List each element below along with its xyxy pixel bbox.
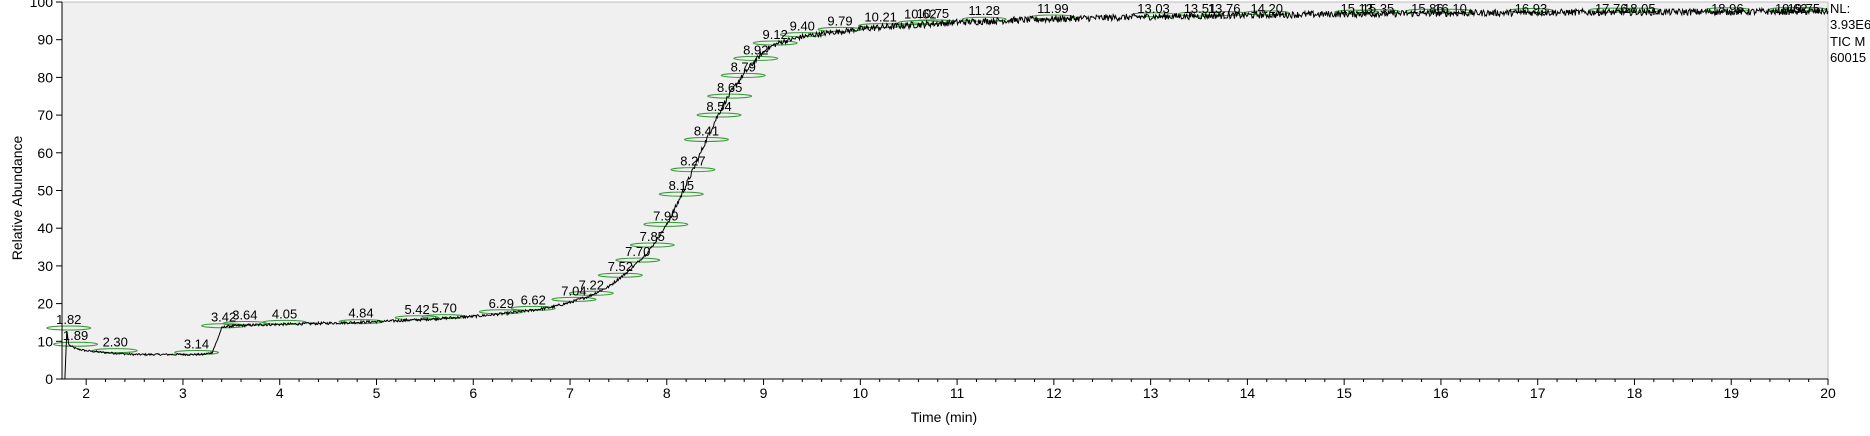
info-line-3: TIC M [1830, 34, 1865, 49]
y-tick-label: 60 [37, 145, 53, 161]
peak-label: 3.64 [232, 307, 257, 322]
peak-label: 7.04 [561, 283, 586, 298]
x-axis-title: Time (min) [911, 409, 977, 425]
peak-marker [670, 167, 716, 173]
peak-label: 11.28 [968, 3, 1000, 18]
peak-label: 13.03 [1137, 1, 1170, 16]
peak-marker [720, 72, 766, 78]
peak-label: 8.92 [743, 42, 768, 57]
x-tick-label: 4 [276, 385, 284, 401]
peak-label: 10.62 [904, 7, 937, 22]
x-tick-label: 17 [1530, 385, 1546, 401]
peak-label: 10.21 [864, 10, 897, 25]
peak-marker [53, 341, 99, 347]
y-axis-title: Relative Abundance [9, 136, 25, 261]
info-line-4: 60015 [1830, 50, 1866, 65]
x-tick-label: 2 [82, 385, 90, 401]
y-tick-label: 90 [37, 32, 53, 48]
peak-label: 19.75 [1788, 1, 1821, 16]
x-tick-label: 20 [1820, 385, 1836, 401]
x-axis-ticks: 2 3 4 5 6 7 8 9 10 11 12 13 14 15 16 17 18 19 20 [82, 379, 1836, 401]
peak-marker [629, 242, 675, 248]
peak-label: 18.05 [1623, 1, 1656, 16]
peak-label: 7.99 [653, 208, 678, 223]
y-tick-label: 10 [37, 333, 53, 349]
peak-label: 10.75 [917, 6, 950, 21]
x-tick-label: 10 [853, 385, 869, 401]
peak-label: 17.76 [1595, 1, 1628, 16]
y-axis-ticks: 0 10 20 30 40 50 60 70 80 90 100 [30, 0, 62, 387]
peak-label: 13.51 [1184, 1, 1217, 16]
tic-trace [64, 6, 1829, 380]
peak-label: 4.84 [348, 306, 373, 321]
x-tick-label: 11 [950, 385, 965, 401]
peak-label: 18.96 [1711, 1, 1744, 16]
y-tick-label: 50 [37, 183, 53, 199]
peak-label: 5.70 [432, 301, 457, 316]
peak-label: 8.54 [706, 99, 731, 114]
info-line-1: NL: [1830, 1, 1850, 16]
y-tick-label: 70 [37, 107, 53, 123]
peak-marker [46, 325, 92, 331]
peak-marker [696, 112, 742, 118]
x-tick-label: 8 [663, 385, 671, 401]
peak-label: 1.82 [56, 312, 81, 327]
peak-label: 8.15 [669, 178, 694, 193]
peak-label: 9.40 [790, 19, 815, 34]
peak-label: 15.86 [1411, 1, 1444, 16]
x-tick-label: 19 [1723, 385, 1739, 401]
y-tick-label: 30 [37, 258, 53, 274]
peak-label: 15.13 [1340, 1, 1373, 16]
peak-label: 14.20 [1250, 1, 1283, 16]
x-tick-label: 13 [1143, 385, 1159, 401]
peak-label: 1.89 [63, 328, 88, 343]
y-tick-label: 40 [37, 220, 53, 236]
peak-label: 2.30 [103, 335, 128, 350]
plot-area [61, 1, 1829, 380]
peak-label: 8.79 [731, 59, 756, 74]
peak-label: 7.85 [640, 229, 665, 244]
y-tick-label: 20 [37, 296, 53, 312]
peak-label: 9.12 [763, 27, 788, 42]
y-tick-label: 80 [37, 69, 53, 85]
peak-label: 6.62 [521, 292, 546, 307]
x-tick-label: 5 [373, 385, 381, 401]
x-tick-label: 6 [469, 385, 477, 401]
x-tick-label: 15 [1336, 385, 1352, 401]
x-tick-label: 3 [179, 385, 187, 401]
peak-label: 9.79 [827, 13, 852, 28]
y-tick-label: 100 [30, 0, 54, 10]
peak-label: 5.42 [404, 302, 429, 317]
y-tick-label: 0 [45, 371, 53, 387]
peak-label: 7.52 [608, 259, 633, 274]
peak-label: 3.42 [211, 310, 236, 325]
peak-label: 6.29 [489, 296, 514, 311]
x-tick-label: 14 [1240, 385, 1256, 401]
peak-label: 7.70 [625, 244, 650, 259]
peak-label: 11.99 [1037, 1, 1069, 16]
peak-labels: 1.821.89 2.30 3.143.423.64 4.05 4.84 5.42 5.70… [56, 1, 1820, 351]
peak-label: 4.05 [272, 306, 297, 321]
peak-label: 16.93 [1515, 1, 1548, 16]
info-line-2: 3.93E6 [1830, 17, 1870, 32]
scan-info-text: NL: 3.93E6 TIC M 60015 [1830, 1, 1870, 65]
x-tick-label: 9 [760, 385, 768, 401]
peak-label: 7.22 [579, 277, 604, 292]
peak-label: 15.35 [1362, 1, 1395, 16]
peak-label: 8.65 [717, 80, 742, 95]
peak-label: 8.41 [694, 123, 719, 138]
peak-label: 3.14 [184, 336, 209, 351]
peak-marker [262, 319, 308, 325]
x-tick-label: 7 [566, 385, 574, 401]
x-tick-label: 16 [1433, 385, 1449, 401]
x-tick-label: 12 [1046, 385, 1062, 401]
peak-label: 8.27 [680, 154, 705, 169]
peak-label: 19.62 [1775, 1, 1808, 16]
x-tick-label: 18 [1627, 385, 1643, 401]
peak-label: 13.76 [1208, 1, 1241, 16]
peak-label: 16.10 [1434, 1, 1467, 16]
